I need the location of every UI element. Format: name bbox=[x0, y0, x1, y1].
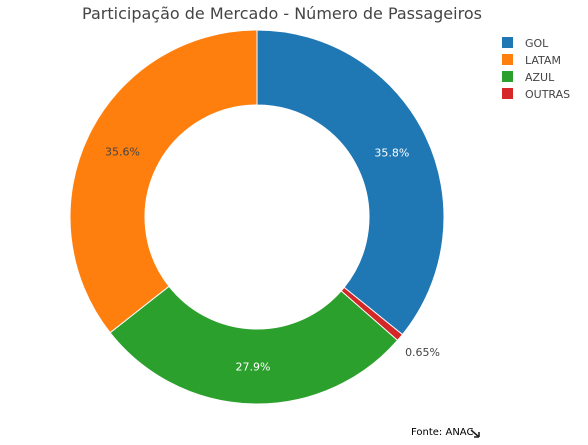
legend-swatch-gol[interactable] bbox=[502, 37, 513, 48]
slice-label-azul: 27.9% bbox=[236, 360, 271, 373]
annotation-arrow bbox=[470, 429, 480, 438]
slice-azul[interactable] bbox=[109, 285, 399, 405]
legend-label-outras[interactable]: OUTRAS bbox=[525, 88, 570, 101]
legend-label-azul[interactable]: AZUL bbox=[525, 71, 555, 84]
donut-slices bbox=[69, 29, 445, 405]
slice-latam[interactable] bbox=[69, 29, 258, 334]
legend-swatch-azul[interactable] bbox=[502, 71, 513, 82]
legend-label-latam[interactable]: LATAM bbox=[525, 54, 561, 67]
slice-label-outras: 0.65% bbox=[405, 346, 440, 359]
slice-label-latam: 35.6% bbox=[105, 146, 140, 159]
chart-title: Participação de Mercado - Número de Pass… bbox=[82, 4, 482, 23]
slice-gol[interactable] bbox=[256, 29, 445, 336]
slice-labels: 35.8% 0.65% 27.9% 35.6% bbox=[105, 146, 440, 374]
legend-label-gol[interactable]: GOL bbox=[525, 37, 549, 50]
source-annotation: Fonte: ANAC bbox=[411, 427, 473, 438]
legend: GOL LATAM AZUL OUTRAS bbox=[502, 37, 570, 101]
legend-swatch-latam[interactable] bbox=[502, 54, 513, 65]
legend-swatch-outras[interactable] bbox=[502, 88, 513, 99]
slice-label-gol: 35.8% bbox=[374, 147, 409, 160]
